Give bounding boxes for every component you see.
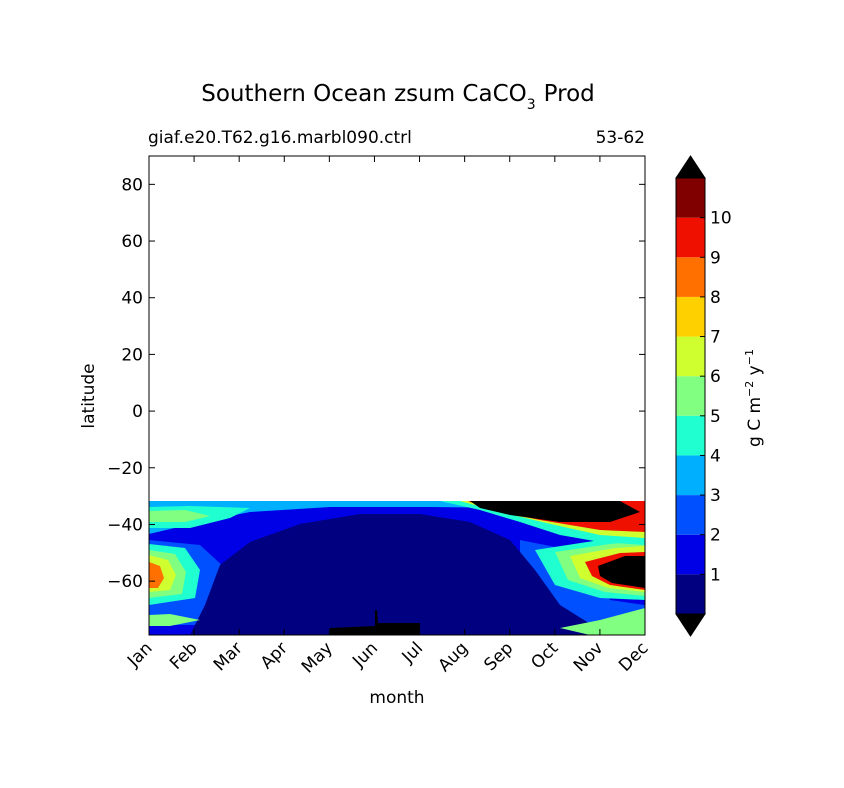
x-tick-label-jul: Jul [398,638,427,667]
x-tick-label-mar: Mar [210,638,247,675]
y-tick-label: 20 [121,345,143,365]
colorbar-tick-label: 5 [710,407,721,427]
colorbar-tick-label: 7 [710,328,721,348]
colorbar-segment [676,415,705,456]
years-subtitle: 53-62 [596,128,645,148]
contour-bottom-edge-patch [149,608,645,635]
y-tick-label: −60 [107,572,143,592]
contour-bottom-black-patch [330,610,420,635]
contour-green-region [149,510,210,522]
plot-frame [148,155,646,636]
y-tick-label: 40 [121,289,143,309]
colorbar-frame [675,177,706,615]
colorbar-label-mid: y [745,365,765,380]
contour-navy-core [190,514,645,635]
x-tick-label-apr: Apr [257,638,292,673]
colorbar-label-sup2: −1 [743,349,756,365]
x-tick-label-jun: Jun [348,638,382,672]
chart-title-tail: Prod [544,81,595,107]
colorbar-tick-label: 1 [710,565,721,585]
chart-title-subscript: 3 [527,97,536,113]
colorbar-segment [676,217,705,258]
colorbar-segment [676,455,705,496]
x-tick-label-nov: Nov [570,638,608,676]
colorbar-segment [676,574,705,614]
colorbar-tick-label: 3 [710,486,721,506]
colorbar-segment [676,178,705,218]
y-tick-label: 80 [121,175,143,195]
colorbar-segment [676,534,705,575]
colorbar-segment [676,257,705,297]
colorbar-extend-min [675,613,706,637]
colorbar-label-sup1: −2 [743,381,756,397]
colorbar-segment [676,296,705,337]
contour-ne-max-patch [470,501,640,522]
contour-fill [149,501,645,635]
x-tick-label-aug: Aug [435,638,473,676]
x-tick-label-sep: Sep [480,638,517,675]
colorbar-segment [676,376,705,416]
y-axis: 80 60 40 20 0 −20 −40 −60 [107,175,645,592]
colorbar-extend-max [675,155,706,179]
x-tick-label-jan: Jan [123,638,156,671]
colorbar-tick-label: 6 [710,367,721,387]
colorbar-segment [676,495,705,535]
plot-area [148,155,646,636]
colorbar-tick-label: 10 [710,209,732,229]
contour-cyan-band [149,501,645,534]
x-axis-label: month [369,688,424,708]
y-tick-label: −40 [107,515,143,535]
y-axis-label: latitude [79,363,99,428]
colorbar: 1 2 3 4 5 6 7 8 9 10 [675,155,732,637]
colorbar-label: g C m−2 y−1 [743,349,765,447]
colorbar-tick-label: 9 [710,248,721,268]
chart-title-main: Southern Ocean zsum CaCO [201,81,526,107]
x-tick-label-dec: Dec [615,638,652,675]
x-tick-label-oct: Oct [527,638,562,673]
x-tick-label-may: May [298,638,337,677]
y-tick-label: 0 [132,402,143,422]
colorbar-tick-label: 8 [710,288,721,308]
chart-title: Southern Ocean zsum CaCO3 Prod [201,81,595,113]
y-tick-label: 60 [121,232,143,252]
colorbar-label-main: g C m [745,397,765,447]
colorbar-segment [676,336,705,377]
x-tick-label-feb: Feb [166,638,201,673]
colorbar-tick-label: 4 [710,446,721,466]
colorbar-tick-label: 2 [710,526,721,546]
run-name-subtitle: giaf.e20.T62.g16.marbl090.ctrl [148,128,412,148]
contour-se-max-patch [598,556,645,588]
y-tick-label: −20 [107,459,143,479]
